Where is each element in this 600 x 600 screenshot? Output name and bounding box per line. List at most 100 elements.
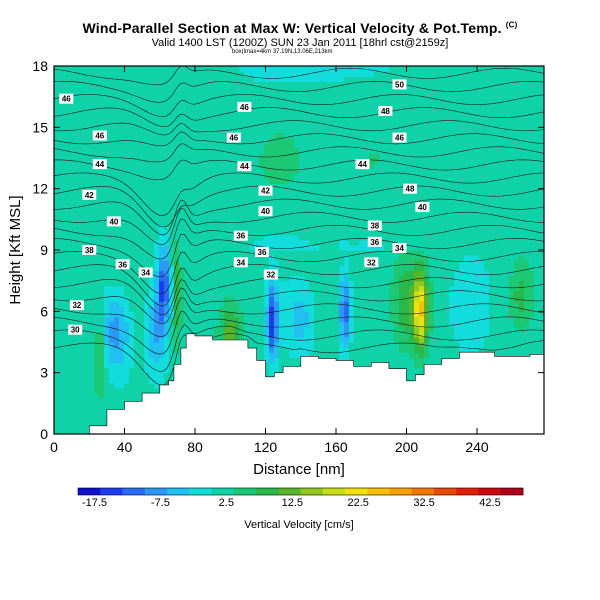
heatmap-cell [244, 244, 250, 251]
heatmap-cell [79, 347, 85, 353]
heatmap-cell [304, 81, 310, 88]
heatmap-cell [144, 71, 150, 77]
heatmap-cell [364, 224, 370, 231]
heatmap-cell [134, 311, 140, 318]
heatmap-cell [104, 239, 110, 246]
heatmap-cell [299, 326, 305, 333]
heatmap-cell [319, 81, 325, 88]
heatmap-cell [379, 152, 385, 159]
heatmap-cell [304, 229, 310, 236]
heatmap-cell [354, 142, 360, 149]
heatmap-cell [374, 127, 380, 134]
heatmap-cell [219, 250, 225, 256]
heatmap-cell [394, 183, 400, 190]
heatmap-cell [349, 244, 355, 251]
heatmap-cell [114, 66, 120, 72]
heatmap-cell [214, 301, 220, 307]
heatmap-cell [84, 183, 90, 190]
heatmap-cell [184, 255, 190, 261]
heatmap-cell [54, 290, 60, 297]
heatmap-cell [99, 178, 105, 185]
heatmap-cell [269, 372, 275, 379]
heatmap-cell [94, 219, 100, 226]
heatmap-cell [184, 326, 190, 333]
heatmap-cell [364, 112, 370, 118]
heatmap-cell [359, 117, 365, 123]
heatmap-cell [194, 101, 200, 108]
heatmap-cell [264, 265, 270, 272]
heatmap-cell [269, 158, 275, 164]
heatmap-cell [294, 275, 300, 282]
heatmap-cell [374, 280, 380, 287]
heatmap-cell [54, 71, 60, 77]
heatmap-cell [309, 265, 315, 272]
heatmap-cell [214, 76, 220, 82]
heatmap-cell [139, 244, 145, 251]
heatmap-cell [389, 326, 395, 333]
heatmap-cell [349, 280, 355, 287]
heatmap-cell [364, 66, 370, 72]
heatmap-cell [184, 275, 190, 282]
heatmap-cell [334, 321, 340, 328]
heatmap-cell [94, 147, 100, 154]
heatmap-cell [359, 280, 365, 287]
heatmap-cell [314, 158, 320, 164]
heatmap-cell [69, 106, 75, 113]
heatmap-cell [164, 342, 170, 348]
heatmap-cell [124, 158, 130, 164]
heatmap-cell [194, 280, 200, 287]
heatmap-cell [79, 382, 85, 389]
heatmap-cell [89, 260, 95, 266]
heatmap-cell [129, 86, 135, 93]
heatmap-cell [299, 173, 305, 180]
heatmap-cell [359, 214, 365, 220]
heatmap-cell [389, 81, 395, 88]
heatmap-cell [54, 224, 60, 231]
heatmap-cell [84, 76, 90, 82]
heatmap-cell [204, 198, 210, 205]
heatmap-cell [299, 224, 305, 231]
heatmap-cell [374, 106, 380, 113]
heatmap-cell [84, 112, 90, 118]
heatmap-cell [119, 403, 125, 410]
heatmap-cell [134, 81, 140, 88]
heatmap-cell [354, 66, 360, 72]
heatmap-cell [134, 290, 140, 297]
heatmap-cell [239, 270, 245, 277]
heatmap-cell [364, 219, 370, 226]
heatmap-cell [209, 331, 215, 338]
heatmap-cell [154, 193, 160, 200]
heatmap-cell [379, 86, 385, 93]
heatmap-cell [154, 173, 160, 180]
heatmap-cell [54, 428, 60, 434]
heatmap-cell [299, 265, 305, 272]
heatmap-cell [214, 158, 220, 164]
heatmap-cell [274, 367, 280, 374]
heatmap-cell [179, 209, 185, 215]
heatmap-cell [119, 188, 125, 195]
heatmap-cell [159, 147, 165, 154]
heatmap-cell [219, 204, 225, 210]
heatmap-cell [199, 183, 205, 190]
heatmap-cell [264, 357, 270, 364]
heatmap-cell [114, 142, 120, 149]
heatmap-cell [69, 280, 75, 287]
heatmap-cell [354, 321, 360, 328]
heatmap-cell [194, 163, 200, 169]
heatmap-cell [209, 127, 215, 134]
heatmap-cell [64, 224, 70, 231]
heatmap-cell [209, 132, 215, 139]
heatmap-cell [99, 270, 105, 277]
heatmap-cell [254, 193, 260, 200]
heatmap-cell [209, 178, 215, 185]
heatmap-cell [84, 388, 90, 394]
heatmap-cell [129, 198, 135, 205]
heatmap-cell [324, 198, 330, 205]
heatmap-cell [69, 270, 75, 277]
heatmap-cell [314, 112, 320, 118]
heatmap-cell [109, 342, 115, 348]
heatmap-cell [284, 198, 290, 205]
heatmap-cell [319, 188, 325, 195]
heatmap-cell [264, 127, 270, 134]
heatmap-cell [94, 316, 100, 323]
